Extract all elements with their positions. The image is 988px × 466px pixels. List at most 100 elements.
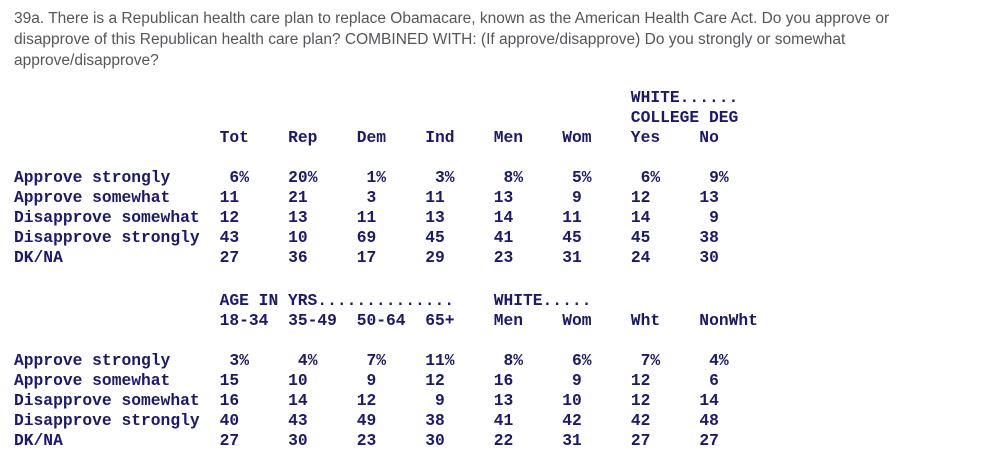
column-header: Rep (288, 128, 318, 147)
data-cell: 9 (572, 188, 582, 207)
data-cell: 24 (630, 248, 651, 267)
row-label: Disapprove somewhat (14, 391, 200, 410)
row-label: Approve somewhat (14, 371, 171, 390)
row-label: Approve strongly (14, 168, 171, 187)
data-cell: 45 (425, 228, 445, 247)
white-group-label: WHITE...... (630, 88, 739, 107)
data-cell: 4% (709, 351, 729, 370)
data-cell: 14 (630, 208, 651, 227)
data-cell: 22 (493, 431, 514, 450)
data-cell: 11% (425, 351, 455, 370)
question-line: 39a. There is a Republican health care p… (14, 10, 890, 27)
data-cell: 27 (219, 431, 240, 450)
column-header: Ind (425, 128, 455, 147)
question-line: approve/disapprove? (14, 52, 159, 69)
data-cell: 20% (288, 168, 318, 187)
data-cell: 13 (699, 188, 719, 207)
data-cell: 27 (699, 431, 719, 450)
data-cell: 1% (366, 168, 387, 187)
data-cell: 42 (630, 411, 651, 430)
data-cell: 23 (356, 431, 377, 450)
college-deg-group-label: COLLEGE DEG (630, 108, 739, 127)
question-text: 39a. There is a Republican health care p… (14, 8, 889, 71)
data-cell: 7% (366, 351, 387, 370)
data-cell: 12 (425, 371, 445, 390)
data-cell: 7% (640, 351, 661, 370)
data-cell: 30 (288, 431, 308, 450)
data-cell: 14 (699, 391, 719, 410)
column-header: No (699, 128, 719, 147)
data-cell: 13 (425, 208, 445, 227)
data-cell: 14 (493, 208, 514, 227)
column-header: 50-64 (356, 311, 406, 330)
data-cell: 27 (630, 431, 651, 450)
data-cell: 5% (572, 168, 592, 187)
row-label: DK/NA (14, 431, 63, 450)
data-cell: 41 (493, 228, 514, 247)
data-cell: 48 (699, 411, 719, 430)
data-cell: 6% (572, 351, 592, 370)
column-header: 18-34 (219, 311, 269, 330)
data-cell: 9 (435, 391, 445, 410)
data-cell: 12 (219, 208, 240, 227)
data-cell: 10 (288, 371, 308, 390)
data-cell: 11 (425, 188, 445, 207)
column-header: Wom (562, 311, 592, 330)
data-cell: 9 (709, 208, 719, 227)
row-label: Approve strongly (14, 351, 171, 370)
row-label: Disapprove strongly (14, 228, 200, 247)
column-header: Men (493, 311, 523, 330)
data-cell: 17 (356, 248, 377, 267)
age-group-label: AGE IN YRS.............. (219, 291, 455, 310)
data-cell: 11 (356, 208, 377, 227)
data-cell: 21 (288, 188, 308, 207)
column-header: Tot (219, 128, 249, 147)
data-cell: 45 (562, 228, 582, 247)
column-header: Dem (356, 128, 386, 147)
data-cell: 3% (229, 351, 249, 370)
data-cell: 12 (630, 371, 651, 390)
data-cell: 43 (288, 411, 308, 430)
data-cell: 9 (572, 371, 582, 390)
column-header: 65+ (425, 311, 455, 330)
data-cell: 31 (562, 248, 582, 267)
column-header: Wht (630, 311, 661, 330)
data-cell: 42 (562, 411, 582, 430)
data-cell: 11 (562, 208, 582, 227)
data-cell: 9% (709, 168, 729, 187)
data-cell: 41 (493, 411, 514, 430)
data-cell: 45 (630, 228, 651, 247)
data-cell: 3% (435, 168, 455, 187)
data-cell: 49 (356, 411, 377, 430)
data-cell: 43 (219, 228, 240, 247)
data-cell: 15 (219, 371, 240, 390)
row-label: Disapprove strongly (14, 411, 200, 430)
data-cell: 16 (493, 371, 514, 390)
data-cell: 6 (709, 371, 719, 390)
data-cell: 38 (699, 228, 719, 247)
data-cell: 13 (288, 208, 308, 227)
data-cell: 10 (288, 228, 308, 247)
data-cell: 69 (356, 228, 377, 247)
question-line: disapprove of this Republican health car… (14, 31, 846, 48)
column-header: Wom (562, 128, 592, 147)
column-header: Yes (630, 128, 661, 147)
data-cell: 27 (219, 248, 240, 267)
row-label: DK/NA (14, 248, 63, 267)
data-cell: 38 (425, 411, 445, 430)
row-label: Disapprove somewhat (14, 208, 200, 227)
data-cell: 23 (493, 248, 514, 267)
data-cell: 31 (562, 431, 582, 450)
data-cell: 10 (562, 391, 582, 410)
row-label: Approve somewhat (14, 188, 171, 207)
data-cell: 30 (699, 248, 719, 267)
data-cell: 13 (493, 188, 514, 207)
data-cell: 9 (366, 371, 377, 390)
data-cell: 6% (229, 168, 249, 187)
data-cell: 6% (640, 168, 661, 187)
data-cell: 12 (630, 188, 651, 207)
data-cell: 14 (288, 391, 308, 410)
data-cell: 36 (288, 248, 308, 267)
data-cell: 3 (366, 188, 377, 207)
